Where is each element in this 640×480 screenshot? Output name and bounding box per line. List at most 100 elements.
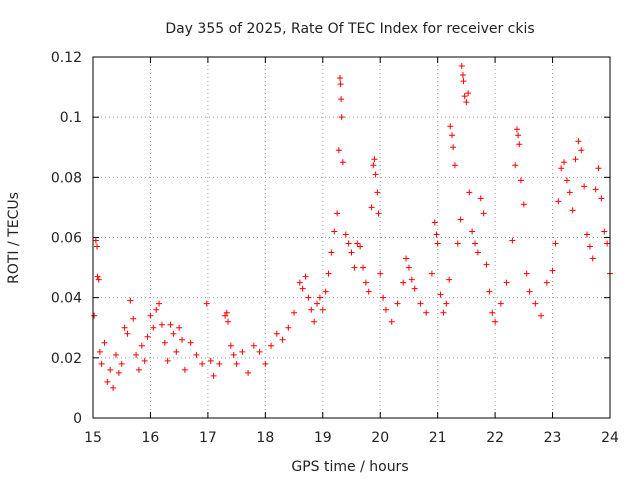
data-point [138,342,145,349]
data-point [296,279,303,286]
data-point [216,360,223,367]
data-point [316,294,323,301]
data-point [158,321,165,328]
data-point [466,189,473,196]
data-point [374,189,381,196]
data-point [538,312,545,319]
data-point [520,201,527,208]
data-point [403,255,410,262]
data-point [566,189,573,196]
data-point [291,309,298,316]
data-point [423,309,430,316]
data-point [451,162,458,169]
data-point [331,228,338,235]
data-points [91,63,613,391]
data-point [558,165,565,172]
data-point [233,360,240,367]
data-point [368,204,375,211]
data-point [164,357,171,364]
data-point [351,264,358,271]
data-point [569,207,576,214]
data-point [299,285,306,292]
data-point [543,279,550,286]
y-tick-label: 0 [73,411,82,427]
data-point [601,228,608,235]
x-tick-label: 23 [544,430,562,446]
x-tick-label: 15 [84,430,102,446]
data-point [127,297,134,304]
data-point [173,348,180,355]
data-point [314,300,321,307]
data-point [592,186,599,193]
data-point [348,249,355,256]
data-point [135,366,142,373]
data-point [161,339,168,346]
data-point [262,360,269,367]
data-point [552,240,559,247]
data-point [207,357,214,364]
data-point [460,78,467,85]
data-point [589,255,596,262]
x-axis-label: GPS time / hours [291,459,408,475]
x-tick-label: 16 [142,430,160,446]
data-point [92,237,99,244]
data-point [337,75,344,82]
data-point [405,264,412,271]
data-point [526,288,533,295]
data-point [302,273,309,280]
data-point [98,360,105,367]
data-point [443,300,450,307]
grid-lines [93,57,610,418]
data-point [305,294,312,301]
data-point [325,270,332,277]
x-tick-label: 19 [314,430,332,446]
data-point [322,288,329,295]
data-point [513,126,520,133]
data-point [121,324,128,331]
data-point [156,300,163,307]
data-point [227,342,234,349]
data-point [110,384,117,391]
data-point [561,159,568,166]
data-point [354,240,361,247]
data-point [509,237,516,244]
data-point [176,324,183,331]
data-point [199,360,206,367]
data-point [230,351,237,358]
data-point [457,216,464,223]
data-point [489,309,496,316]
data-point [394,300,401,307]
data-point [319,306,326,313]
data-point [465,90,472,97]
data-point [516,141,523,148]
data-point [515,132,522,139]
data-point [370,162,377,169]
data-point [342,231,349,238]
data-point [372,171,379,178]
data-point [337,81,344,88]
data-point [450,144,457,151]
data-point [472,240,479,247]
data-point [459,72,466,79]
x-tick-label: 17 [199,430,217,446]
data-point [153,306,160,313]
data-point [112,351,119,358]
data-point [101,339,108,346]
data-point [339,159,346,166]
data-point [335,147,342,154]
chart-title: Day 355 of 2025, Rate Of TEC Index for r… [165,21,534,37]
data-point [94,273,101,280]
data-point [170,330,177,337]
data-point [581,183,588,190]
data-point [210,372,217,379]
data-point [523,270,530,277]
data-point [437,291,444,298]
data-point [224,318,231,325]
data-point [334,210,341,217]
x-tick-label: 22 [486,430,504,446]
data-point [433,231,440,238]
data-point [388,318,395,325]
data-point [486,288,493,295]
data-point [362,279,369,286]
